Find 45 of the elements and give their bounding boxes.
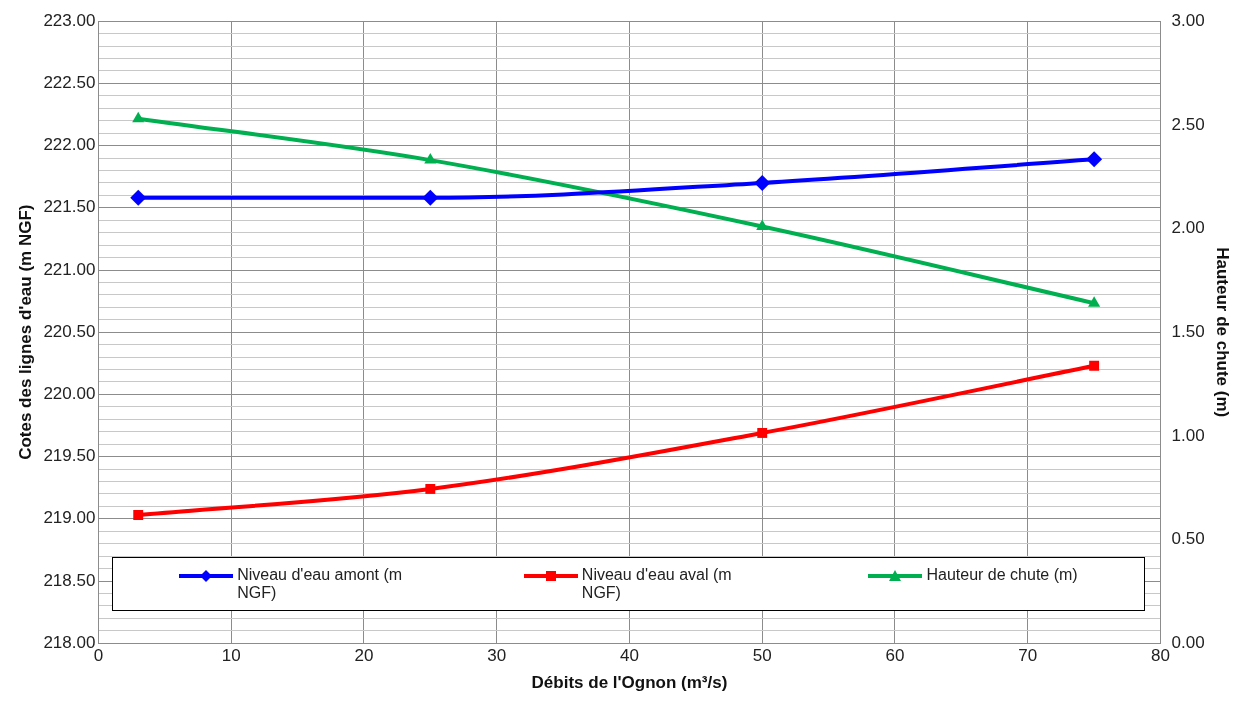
legend-label: Niveau d'eau amont (m NGF)	[237, 566, 404, 603]
y2-tick-label: 1.00	[1171, 425, 1205, 445]
y-tick-label: 221.00	[43, 259, 96, 279]
legend-label: Niveau d'eau aval (m NGF)	[581, 566, 733, 603]
y-tick-label: 222.00	[43, 135, 96, 155]
x-tick-label: 0	[93, 646, 104, 666]
y2-tick-label: 1.50	[1171, 321, 1205, 341]
y-tick-label: 222.50	[43, 73, 96, 93]
x-tick-label: 60	[885, 646, 905, 666]
y-tick-label: 223.00	[43, 10, 96, 30]
x-tick-label: 40	[619, 646, 639, 666]
x-tick-label: 30	[487, 646, 507, 666]
point	[756, 219, 769, 230]
y2-tick-label: 0.50	[1171, 529, 1205, 549]
point	[424, 153, 437, 164]
point	[1086, 151, 1103, 168]
point	[133, 510, 144, 521]
y2-tick-label: 3.00	[1171, 10, 1205, 30]
point	[1088, 296, 1101, 307]
x-tick-label: 20	[354, 646, 374, 666]
y2-axis-title: Hauteur de chute (m)	[1213, 247, 1233, 418]
x-tick-label: 70	[1018, 646, 1038, 666]
legend-label: Hauteur de chute (m)	[926, 566, 1078, 585]
point	[130, 189, 147, 206]
point	[422, 189, 439, 206]
y-tick-label: 218.00	[43, 632, 96, 652]
y-tick-label: 220.00	[43, 384, 96, 404]
point	[1089, 360, 1100, 371]
y2-tick-label: 2.50	[1171, 114, 1205, 134]
point	[757, 428, 768, 438]
x-tick-label: 50	[752, 646, 772, 666]
y-tick-label: 219.50	[43, 446, 96, 466]
y2-tick-label: 0.00	[1171, 632, 1205, 652]
y-axis-title: Cotes des lignes d'eau (m NGF)	[15, 204, 35, 460]
x-axis-title: Débits de l'Ognon (m³/s)	[531, 673, 728, 693]
y-tick-label: 220.50	[43, 321, 96, 341]
point	[425, 483, 436, 494]
y-tick-label: 218.50	[43, 570, 96, 590]
x-tick-label: 10	[221, 646, 241, 666]
y-tick-label: 219.00	[43, 508, 96, 528]
point	[754, 174, 771, 191]
x-tick-label: 80	[1151, 646, 1170, 666]
y-tick-label: 221.50	[43, 197, 96, 217]
y2-tick-label: 2.00	[1171, 218, 1205, 238]
point	[132, 111, 145, 123]
